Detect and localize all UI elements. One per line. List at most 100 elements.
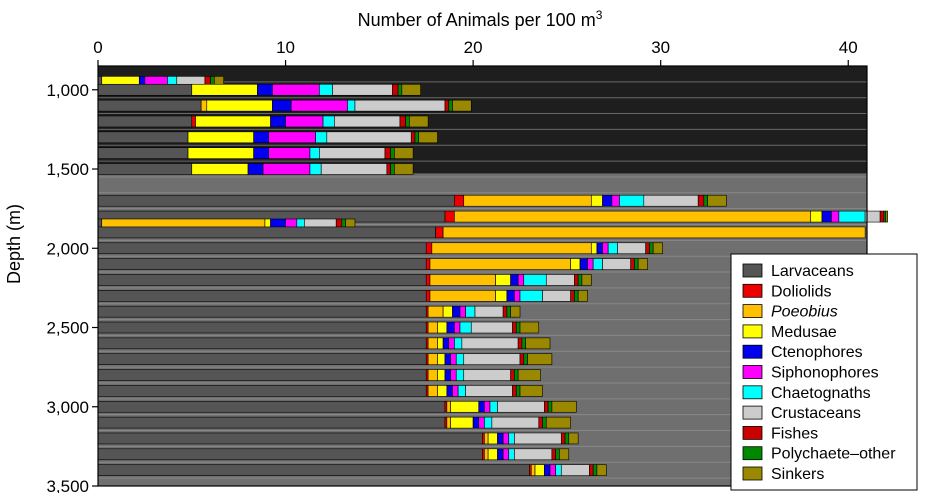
- bar-segment: [611, 194, 620, 207]
- bar-segment: [97, 274, 427, 286]
- bar-segment: [427, 321, 438, 334]
- bar-segment: [838, 210, 866, 223]
- bar-segment: [332, 83, 393, 96]
- bar-segment: [514, 369, 519, 381]
- bar-segment: [596, 242, 603, 255]
- bar-segment: [560, 432, 566, 445]
- bar-segment: [429, 274, 496, 286]
- legend-swatch: [742, 263, 763, 278]
- bar-segment: [544, 400, 549, 413]
- bar-segment: [463, 194, 592, 207]
- bar-segment: [195, 115, 271, 128]
- bar-segment: [649, 242, 654, 255]
- bar-segment: [602, 194, 613, 207]
- legend-swatch: [742, 324, 763, 339]
- bar-segment: [564, 432, 570, 445]
- x-axis-title-superscript: 3: [596, 8, 603, 22]
- bar-segment: [97, 321, 427, 334]
- bar-segment: [437, 385, 448, 397]
- bar-segment: [437, 353, 446, 366]
- bar-segment: [437, 369, 446, 381]
- bar-segment: [97, 353, 427, 366]
- x-axis-title-text: Number of Animals per 100 m: [358, 10, 596, 30]
- legend: Larvaceans Doliolids Poeobius Medusae Ctenop…: [730, 253, 918, 491]
- bar-segment: [510, 369, 515, 381]
- bar-segment: [810, 210, 823, 223]
- bar-segment: [253, 131, 269, 144]
- bar-segment: [399, 115, 406, 128]
- bar-segment: [521, 337, 526, 350]
- bar-segment: [484, 448, 489, 461]
- y-axis-ticks: 1,000 1,500 2,000 2,500 3,000 3,500: [46, 81, 98, 493]
- bar-segment: [523, 274, 547, 286]
- bar-segment: [514, 432, 562, 445]
- bar-segment: [574, 290, 579, 302]
- bar-segment: [444, 353, 451, 366]
- bar-segment: [514, 448, 553, 461]
- bar-segment: [290, 99, 348, 112]
- legend-swatch: [742, 344, 763, 359]
- bar-segment: [262, 163, 311, 175]
- bar-segment: [517, 337, 523, 350]
- bar-segment: [454, 321, 461, 334]
- bar-segment: [444, 210, 455, 223]
- bar-segment: [270, 115, 286, 128]
- bar-segment: [437, 337, 444, 350]
- bar-segment: [450, 353, 457, 366]
- bar-segment: [592, 464, 598, 476]
- bar-segment: [97, 448, 483, 461]
- bar-segment: [534, 464, 545, 476]
- bar-segment: [630, 258, 635, 270]
- bar-segment: [525, 337, 551, 350]
- bar-segment: [425, 242, 433, 255]
- bar-segment: [187, 131, 254, 144]
- bar-segment: [315, 131, 328, 144]
- bar-segment: [425, 258, 431, 270]
- bar-segment: [497, 432, 504, 445]
- bar-segment: [602, 258, 631, 270]
- bar-segment: [450, 369, 457, 381]
- bar-segment: [394, 163, 414, 175]
- y-tick-label: 3,500: [46, 477, 89, 493]
- legend-label: Medusae: [771, 324, 837, 341]
- bar-segment: [425, 274, 431, 286]
- bar-segment: [879, 210, 885, 223]
- bar-segment: [602, 242, 609, 255]
- bar-segment: [484, 432, 489, 445]
- bar-segment: [386, 163, 391, 175]
- bar-segment: [510, 274, 519, 286]
- bar-segment: [619, 194, 645, 207]
- bar-segment: [309, 163, 322, 175]
- legend-swatch: [742, 446, 763, 461]
- x-tick-label: 20: [464, 38, 483, 57]
- bar-segment: [545, 274, 575, 286]
- bar-segment: [442, 305, 453, 318]
- bar-segment: [461, 337, 519, 350]
- bar-segment: [497, 400, 545, 413]
- bar-segment: [544, 464, 551, 476]
- bar-segment: [478, 400, 485, 413]
- bar-segment: [452, 305, 461, 318]
- y-tick-label: 1,500: [46, 160, 89, 179]
- bar-segment: [506, 305, 511, 318]
- bar-segment: [652, 242, 663, 255]
- bar-segment: [427, 369, 438, 381]
- bar-segment: [191, 115, 196, 128]
- bar-segment: [390, 163, 395, 175]
- bar-segment: [478, 416, 485, 429]
- bar-segment: [319, 83, 333, 96]
- bar-segment: [97, 147, 189, 159]
- bar-segment: [555, 464, 562, 476]
- bar-segment: [334, 115, 401, 128]
- bar-segment: [446, 416, 451, 429]
- x-axis-title: Number of Animals per 100 m3: [358, 8, 603, 30]
- bar-segment: [392, 83, 399, 96]
- y-tick-label: 2,000: [46, 239, 89, 258]
- bar-segment: [517, 274, 525, 286]
- bar-segment: [272, 99, 292, 112]
- bar-segment: [444, 99, 450, 112]
- bar-segment: [519, 353, 525, 366]
- bar-segment: [472, 416, 480, 429]
- bar-segment: [885, 210, 888, 223]
- bar-segment: [455, 353, 465, 366]
